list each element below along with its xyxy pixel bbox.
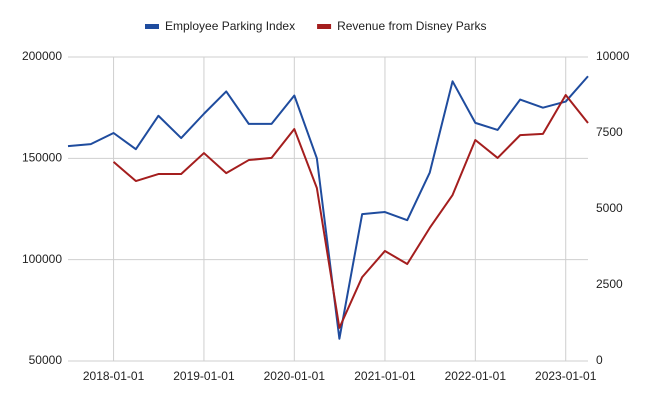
x-tick-label: 2023-01-01 xyxy=(535,369,597,383)
legend-swatch xyxy=(145,24,159,29)
legend-label: Employee Parking Index xyxy=(165,19,295,33)
line-series xyxy=(67,75,589,340)
y2-tick-label: 2500 xyxy=(596,277,623,291)
y2-tick-label: 10000 xyxy=(596,49,630,63)
y-tick-label: 200000 xyxy=(22,49,62,63)
y2-tick-label: 0 xyxy=(596,353,603,367)
y-tick-label: 100000 xyxy=(22,252,62,266)
legend-swatch xyxy=(317,24,332,29)
x-tick-label: 2018-01-01 xyxy=(83,369,145,383)
y2-tick-label: 7500 xyxy=(596,125,623,139)
legend-label: Revenue from Disney Parks xyxy=(337,19,486,33)
x-tick-label: 2020-01-01 xyxy=(264,369,326,383)
y2-tick-label: 5000 xyxy=(596,201,623,215)
line-series xyxy=(112,94,589,329)
y-tick-label: 50000 xyxy=(29,353,63,367)
x-tick-label: 2021-01-01 xyxy=(354,369,416,383)
y-tick-label: 150000 xyxy=(22,151,62,165)
x-tick-label: 2019-01-01 xyxy=(173,369,235,383)
x-tick-label: 2022-01-01 xyxy=(445,369,507,383)
